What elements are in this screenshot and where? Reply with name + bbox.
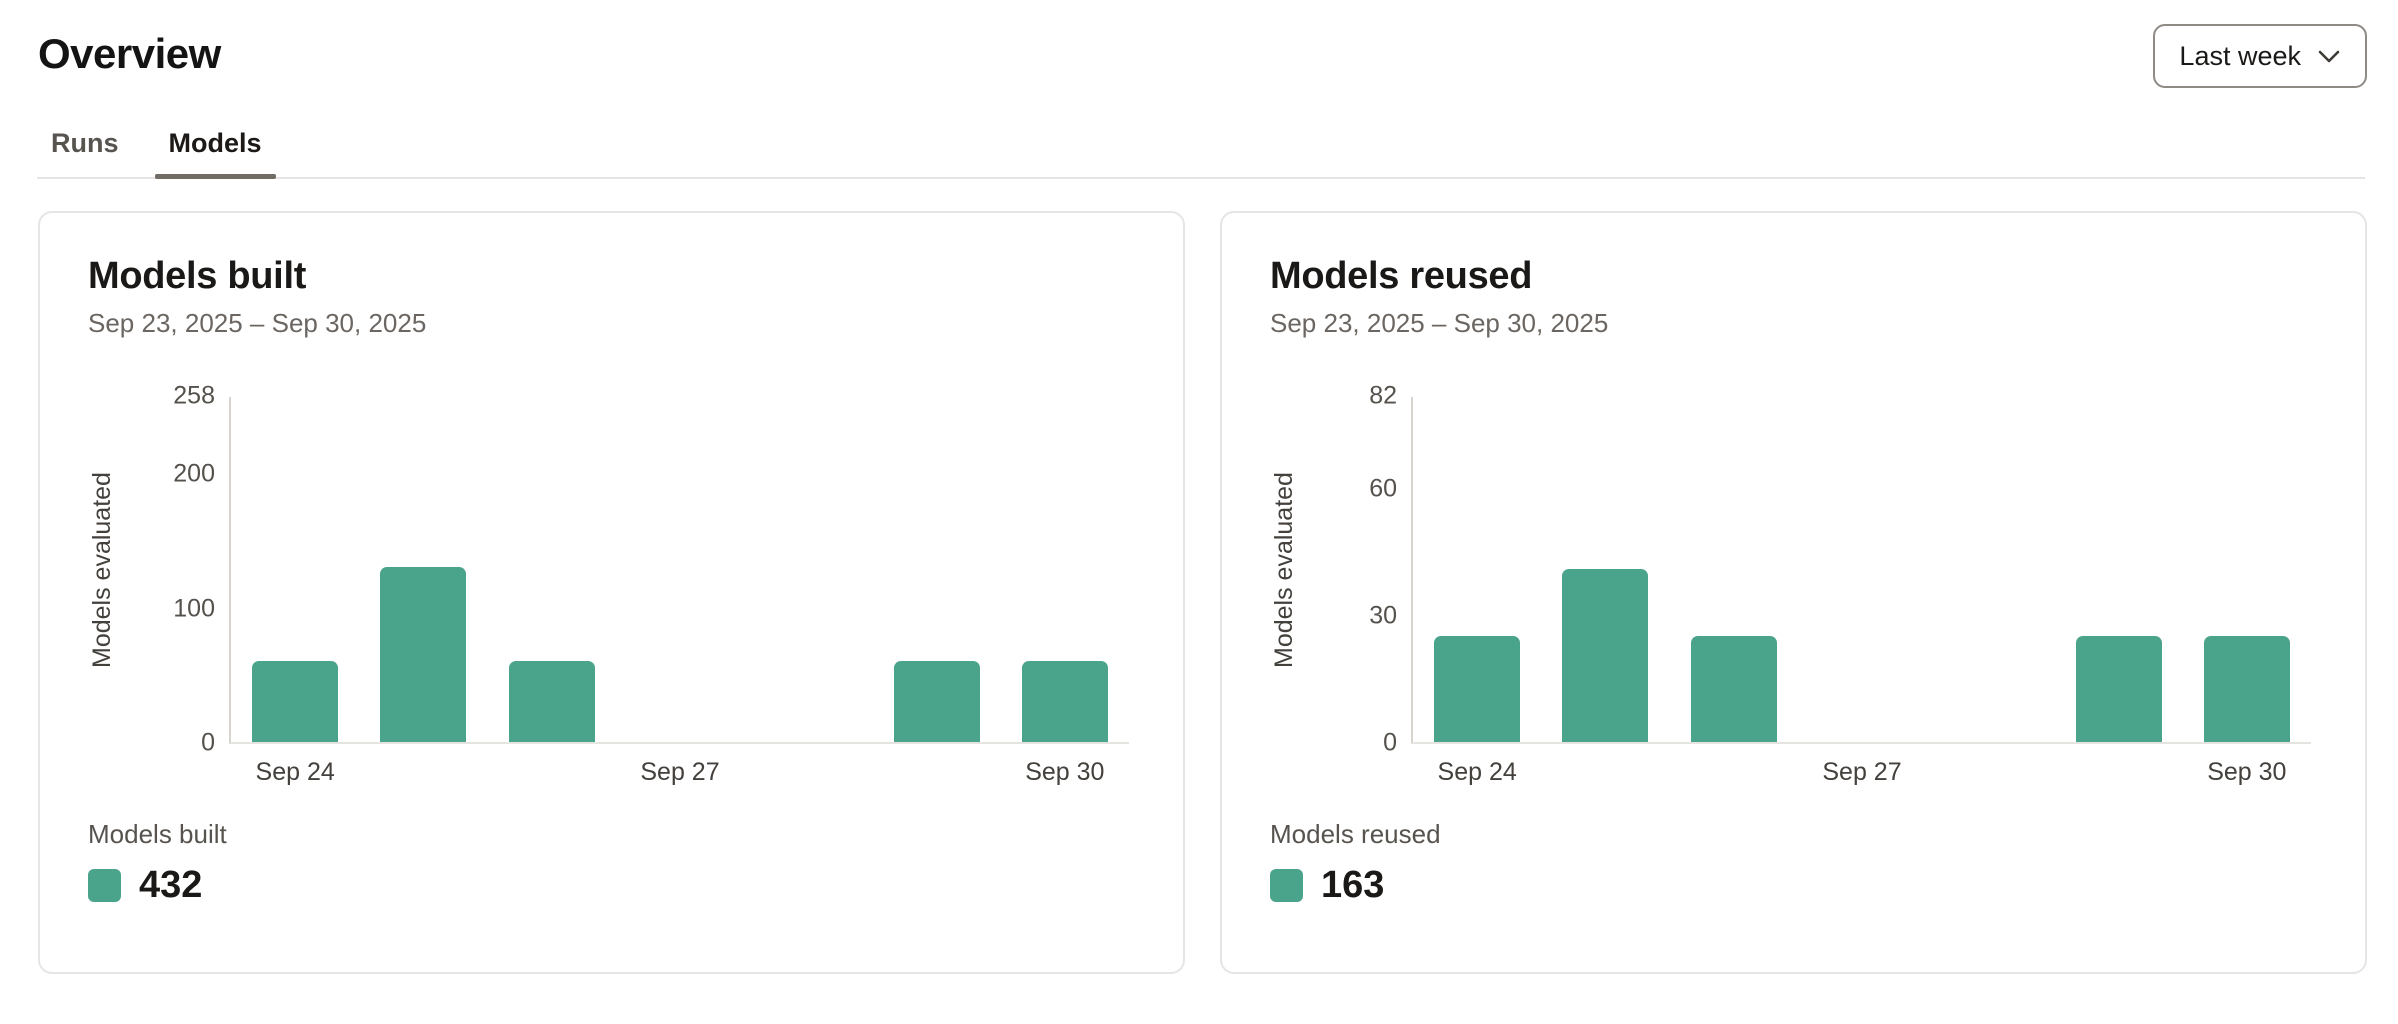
- tab-bar: Runs Models: [37, 128, 2365, 179]
- page-title: Overview: [38, 30, 221, 77]
- x-tick-label: Sep 30: [1025, 758, 1105, 786]
- bar-sep-25[interactable]: [380, 567, 467, 742]
- models-built-chart: Models evaluated 0 100 200 258 Sep 24 Sep 27 S…: [88, 383, 1135, 799]
- date-range-selector[interactable]: Last week: [2153, 24, 2367, 88]
- x-tick-label: Sep 24: [255, 758, 335, 786]
- bar-sep-30[interactable]: [1021, 661, 1108, 742]
- plot-area: 0 100 200 258 Sep 24 Sep 27 Sep 30: [173, 383, 1129, 786]
- page-header: Overview Last week: [0, 0, 2398, 88]
- legend-label: Models built: [88, 819, 227, 849]
- y-tick-label: 200: [173, 459, 215, 488]
- y-tick-label: 0: [1383, 728, 1397, 757]
- card-title: Models reused: [1270, 255, 1533, 297]
- bar-sep-24[interactable]: [252, 661, 339, 742]
- y-tick-label: 30: [1369, 601, 1397, 630]
- bar-sep-30[interactable]: [2203, 636, 2290, 742]
- bar-sep-26[interactable]: [508, 661, 595, 742]
- card-date-range: Sep 23, 2025 – Sep 30, 2025: [1270, 308, 1609, 338]
- legend-swatch: [1270, 869, 1303, 902]
- x-tick-label: Sep 24: [1437, 758, 1517, 786]
- cards-row: Models built Sep 23, 2025 – Sep 30, 2025…: [38, 211, 2367, 974]
- tab-runs[interactable]: Runs: [51, 128, 119, 158]
- chevron-down-icon: [2317, 49, 2341, 64]
- y-tick-label: 100: [173, 594, 215, 623]
- y-tick-label: 258: [173, 381, 215, 410]
- y-tick-label: 82: [1369, 381, 1397, 410]
- card-title: Models built: [88, 255, 307, 297]
- bar-sep-25[interactable]: [1562, 568, 1649, 742]
- models-reused-chart: Models evaluated 0 30 60 82 Sep 24 Sep 27 Sep …: [1270, 383, 2317, 799]
- x-tick-label: Sep 30: [2207, 758, 2287, 786]
- chart-legend: Models reused 163: [1270, 819, 2317, 907]
- x-tick-label: Sep 27: [640, 758, 720, 786]
- card-date-range: Sep 23, 2025 – Sep 30, 2025: [88, 308, 427, 338]
- legend-value: 163: [1321, 864, 1385, 906]
- y-axis-label: Models evaluated: [1270, 472, 1298, 669]
- bar-sep-24[interactable]: [1434, 636, 1521, 742]
- bar-sep-29[interactable]: [893, 661, 980, 742]
- legend-row: 432: [88, 864, 1135, 907]
- y-tick-label: 0: [201, 728, 215, 757]
- bar-sep-29[interactable]: [2075, 636, 2162, 742]
- bar-sep-26[interactable]: [1690, 636, 1777, 742]
- tab-models[interactable]: Models: [154, 128, 276, 179]
- chart-legend: Models built 432: [88, 819, 1135, 907]
- legend-label: Models reused: [1270, 819, 1441, 849]
- legend-row: 163: [1270, 864, 2317, 907]
- plot-area: 0 30 60 82 Sep 24 Sep 27 Sep 30: [1369, 383, 2311, 786]
- x-tick-label: Sep 27: [1822, 758, 1902, 786]
- date-range-label: Last week: [2179, 40, 2301, 71]
- y-tick-label: 60: [1369, 474, 1397, 503]
- models-reused-card: Models reused Sep 23, 2025 – Sep 30, 202…: [1220, 211, 2367, 974]
- legend-value: 432: [139, 864, 203, 906]
- y-axis-label: Models evaluated: [88, 472, 116, 669]
- models-built-card: Models built Sep 23, 2025 – Sep 30, 2025…: [38, 211, 1185, 974]
- legend-swatch: [88, 869, 121, 902]
